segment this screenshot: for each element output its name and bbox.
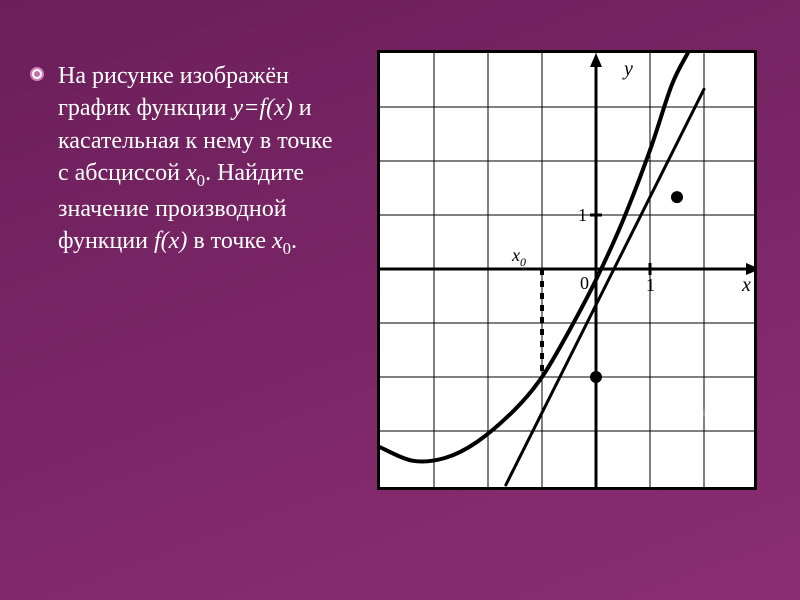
- bullet-marker-icon: [30, 67, 44, 81]
- svg-text:x: x: [741, 274, 751, 296]
- graph-canvas: yx110x0: [377, 50, 757, 490]
- bullet-item: На рисунке изображён график функции y=f(…: [30, 60, 343, 261]
- svg-text:y: y: [622, 58, 633, 80]
- watermark-text: РЕШУЕГЭ.РФ: [658, 408, 740, 420]
- svg-text:1: 1: [578, 205, 587, 225]
- svg-text:0: 0: [580, 273, 589, 293]
- problem-text: На рисунке изображён график функции y=f(…: [58, 60, 343, 261]
- text-column: На рисунке изображён график функции y=f(…: [30, 50, 363, 261]
- slide-container: На рисунке изображён график функции y=f(…: [0, 0, 800, 600]
- graph-column: yx110x0: [363, 50, 770, 490]
- svg-text:1: 1: [646, 275, 655, 295]
